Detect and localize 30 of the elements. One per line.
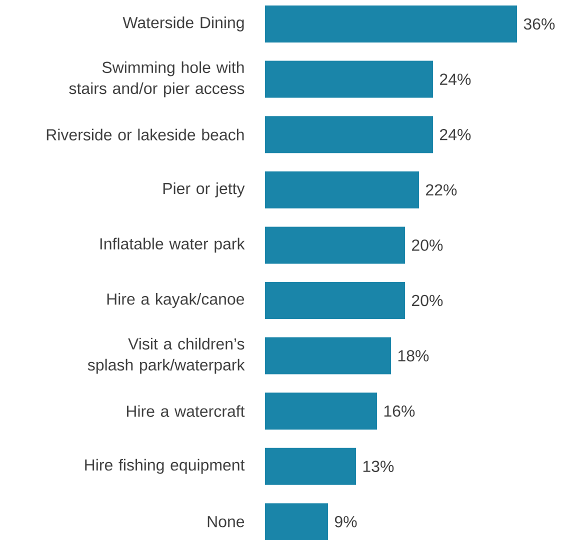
- data-label: 18%: [398, 350, 429, 362]
- data-label: 20%: [412, 294, 443, 306]
- data-label: 36%: [524, 18, 555, 30]
- data-label: 22%: [426, 184, 457, 196]
- data-label: 9%: [334, 516, 357, 528]
- y-tick-label: Hire a watercraft: [126, 405, 245, 417]
- bar: [265, 448, 356, 485]
- y-tick-label: Inflatable water park: [100, 238, 245, 253]
- data-label: 20%: [412, 240, 443, 251]
- y-tick-label: Hire fishing equipment: [85, 458, 245, 474]
- y-tick-label: None: [208, 516, 244, 528]
- bar: [265, 5, 518, 42]
- bar: [265, 116, 433, 154]
- bar: [265, 282, 405, 319]
- bar: [265, 226, 405, 264]
- bar: [265, 60, 433, 98]
- bar: [265, 392, 377, 430]
- data-label: 16%: [384, 405, 415, 417]
- y-tick-label: Swimming hole with stairs and/or pier access: [69, 61, 244, 98]
- data-label: 24%: [440, 74, 471, 85]
- y-tick-label: Hire a kayak/canoe: [107, 293, 244, 308]
- y-tick-label: Waterside Dining: [122, 16, 244, 32]
- y-tick-label: Pier or jetty: [163, 182, 245, 198]
- data-label: 24%: [440, 128, 471, 140]
- bar: [265, 503, 328, 540]
- y-tick-label: Visit a children’s splash park/waterpark: [88, 338, 245, 374]
- bar: [265, 337, 391, 374]
- data-label: 13%: [363, 460, 394, 472]
- y-tick-label: Riverside or lakeside beach: [46, 128, 244, 140]
- bar: [265, 171, 419, 208]
